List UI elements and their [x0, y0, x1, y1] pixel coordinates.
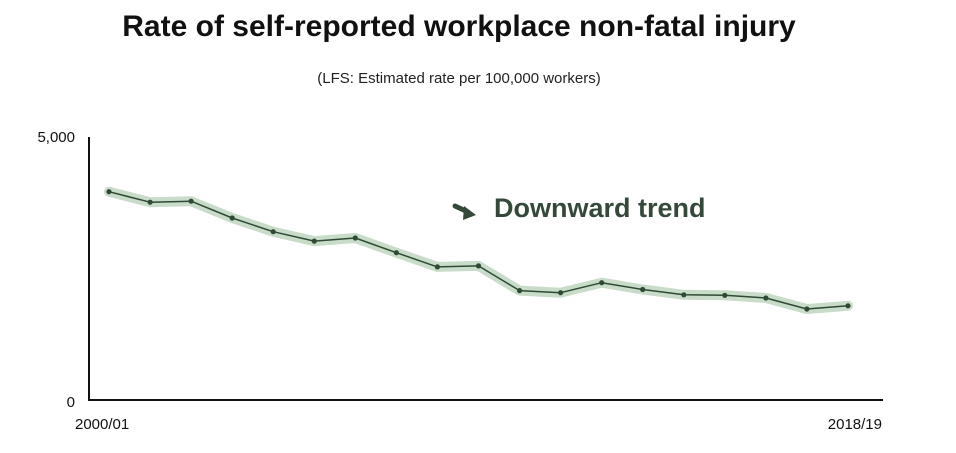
data-point-2009-10	[475, 263, 482, 269]
data-point-2006-07	[352, 235, 358, 241]
data-point-2005-06	[311, 238, 317, 244]
chart-title: Rate of self-reported workplace non-fata…	[122, 10, 796, 43]
data-point-2010-11	[517, 288, 523, 294]
x-tick-label-first: 2000/01	[75, 416, 129, 433]
annotation: Downward trend	[452, 193, 706, 223]
data-point-2014-15	[681, 292, 687, 298]
annotation-text: Downward trend	[494, 193, 706, 223]
data-point-2015-16	[722, 292, 728, 298]
data-point-2003-04	[229, 215, 235, 221]
data-points-layer	[106, 189, 851, 312]
data-point-2016-17	[763, 295, 769, 301]
data-point-2013-14	[640, 286, 646, 293]
data-point-2017-18	[804, 306, 810, 312]
confidence-band-layer	[104, 186, 853, 314]
data-point-2018-19	[845, 303, 851, 309]
data-point-2012-13	[599, 280, 605, 286]
chart-subtitle: (LFS: Estimated rate per 100,000 workers…	[317, 70, 601, 87]
y-tick-label-top: 5,000	[37, 129, 75, 146]
y-tick-label-bottom: 0	[67, 394, 75, 411]
data-point-2002-03	[188, 198, 194, 204]
x-tick-label-last: 2018/19	[828, 416, 882, 433]
data-point-2004-05	[270, 229, 276, 235]
data-point-2001-02	[147, 199, 153, 205]
arrow-down-right-icon	[452, 203, 476, 220]
confidence-band	[104, 186, 853, 314]
data-point-2000-01	[106, 189, 112, 195]
data-point-2008-09	[434, 264, 440, 270]
data-point-2011-12	[558, 290, 564, 296]
data-point-2007-08	[393, 250, 399, 256]
